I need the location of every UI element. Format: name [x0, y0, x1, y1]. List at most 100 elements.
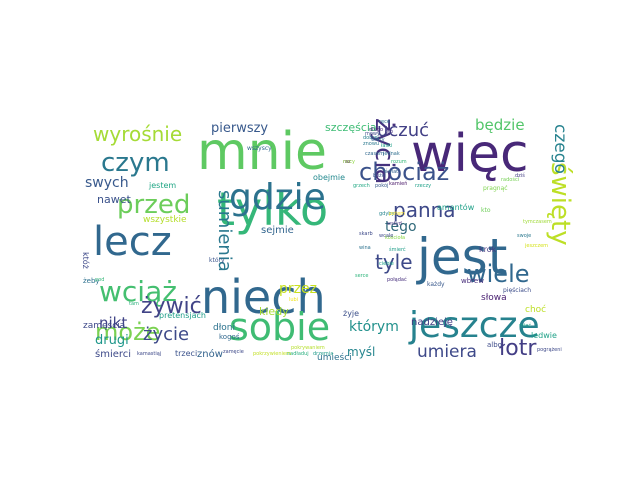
- cloud-word: żywić: [141, 294, 202, 319]
- cloud-word: długo: [369, 127, 383, 133]
- cloud-word: choć: [525, 305, 547, 315]
- cloud-word: kościoła: [385, 235, 406, 241]
- cloud-word: czasem: [365, 151, 384, 157]
- cloud-word: potem: [389, 211, 406, 217]
- cloud-word: trzeci: [175, 349, 198, 358]
- cloud-word: jeszcze: [409, 305, 540, 346]
- cloud-word: kto: [481, 207, 491, 214]
- cloud-word: rozum: [391, 159, 407, 165]
- cloud-word: drzemia: [313, 351, 334, 357]
- cloud-word: krok: [479, 245, 497, 254]
- cloud-word: nikt: [99, 314, 128, 332]
- cloud-word: skarb: [359, 231, 373, 237]
- cloud-word: pretensjach: [159, 311, 207, 320]
- cloud-word: dłoni: [213, 323, 235, 333]
- cloud-word: ciebie: [379, 261, 394, 267]
- cloud-word: jeszczem: [525, 243, 549, 249]
- cloud-word: połądać: [387, 277, 407, 283]
- cloud-word: wszyscy: [247, 145, 272, 152]
- cloud-word: zamęścia: [83, 321, 126, 331]
- cloud-word: uczuć: [377, 120, 430, 141]
- cloud-word: żeby: [83, 277, 100, 285]
- cloud-word: drugi: [95, 333, 129, 348]
- cloud-word: umiera: [417, 342, 477, 362]
- cloud-word: tymczasem: [523, 219, 552, 225]
- cloud-word: rzeczy: [415, 183, 432, 189]
- cloud-word: śmierci: [95, 349, 132, 360]
- cloud-word: pogrążeni: [537, 347, 562, 353]
- cloud-word: może: [95, 318, 161, 346]
- cloud-word: pierwszy: [211, 121, 269, 136]
- cloud-word: znowu: [363, 141, 380, 147]
- cloud-word: umieści: [317, 353, 352, 363]
- cloud-word: radości: [501, 177, 520, 183]
- cloud-word: sejmie: [261, 225, 294, 236]
- cloud-word: jest: [417, 228, 508, 286]
- cloud-word: wcale: [379, 233, 394, 239]
- cloud-word: bliżej: [373, 173, 387, 179]
- cloud-word: albo: [487, 341, 502, 349]
- cloud-word: kamień: [389, 181, 408, 187]
- cloud-word: mieć: [519, 323, 532, 329]
- cloud-word: każdy: [427, 281, 445, 288]
- cloud-word: śmierć: [389, 247, 406, 253]
- cloud-word: lecz: [93, 219, 172, 265]
- cloud-word: wstyd: [387, 221, 402, 227]
- cloud-word: którym: [349, 319, 399, 335]
- cloud-word: święty: [545, 162, 575, 246]
- cloud-word: wyrośnie: [93, 122, 183, 146]
- cloud-word: tam: [129, 301, 139, 307]
- cloud-word: łaski: [381, 143, 393, 149]
- cloud-word: pod: [95, 277, 105, 283]
- cloud-word: któż: [81, 252, 90, 269]
- cloud-word: pokrywaniem: [291, 345, 325, 351]
- cloud-word: grzech: [353, 183, 370, 189]
- cloud-word: pragnąć: [483, 185, 508, 192]
- cloud-word: świat: [385, 169, 399, 175]
- cloud-word: amantów: [437, 203, 475, 212]
- cloud-word: tego: [385, 219, 417, 235]
- cloud-word: zamęcie: [223, 349, 244, 355]
- cloud-word: przed: [117, 190, 191, 220]
- cloud-word: kiedy: [259, 305, 289, 318]
- cloud-word: czego: [550, 124, 570, 174]
- cloud-word: dobrej: [363, 135, 379, 141]
- cloud-word: swoje: [517, 233, 532, 239]
- cloud-word: jednak: [383, 151, 400, 157]
- cloud-word: szczęścia: [325, 121, 377, 134]
- cloud-word: wciąż: [99, 275, 177, 308]
- cloud-word: raz: [343, 159, 351, 165]
- cloud-word: ledwie: [531, 331, 557, 340]
- cloud-word: gdzie: [229, 177, 326, 218]
- cloud-word: pokrzywieniem: [253, 351, 291, 357]
- word-cloud: niech mnie więc jest tylko lecz gdzie jeszcze so…: [79, 114, 579, 364]
- cloud-word: nadzieję: [411, 317, 453, 328]
- cloud-word: jestem: [149, 181, 177, 190]
- cloud-word: mowy: [365, 131, 380, 137]
- cloud-word: kamastiąj: [137, 351, 162, 357]
- cloud-word: nadładuj: [287, 351, 309, 357]
- cloud-word: ręce: [379, 119, 390, 125]
- cloud-word: życie: [143, 324, 190, 345]
- cloud-word: tylko: [217, 182, 329, 236]
- cloud-word: przez: [279, 281, 317, 297]
- cloud-word: łotr: [499, 336, 537, 361]
- cloud-word: pokój: [375, 183, 389, 189]
- cloud-word: mnie: [197, 122, 328, 182]
- cloud-word: czym: [101, 148, 170, 178]
- cloud-word: nocy: [343, 159, 355, 165]
- cloud-word: obejmie: [313, 173, 346, 182]
- cloud-word: lubi: [289, 297, 299, 303]
- cloud-word: nawet: [97, 193, 131, 206]
- cloud-word: dziś: [515, 173, 525, 179]
- cloud-word: znów: [197, 349, 223, 360]
- cloud-word: który: [209, 257, 225, 264]
- cloud-word: żyje: [343, 309, 360, 318]
- cloud-word: wiele: [467, 260, 530, 288]
- cloud-word: wbrew: [461, 277, 484, 285]
- cloud-word: pięściach: [503, 287, 532, 294]
- cloud-word: oto: [385, 129, 394, 135]
- cloud-word: panna: [393, 198, 456, 222]
- cloud-word: myśl: [347, 345, 376, 359]
- cloud-word: kogoś: [219, 333, 240, 341]
